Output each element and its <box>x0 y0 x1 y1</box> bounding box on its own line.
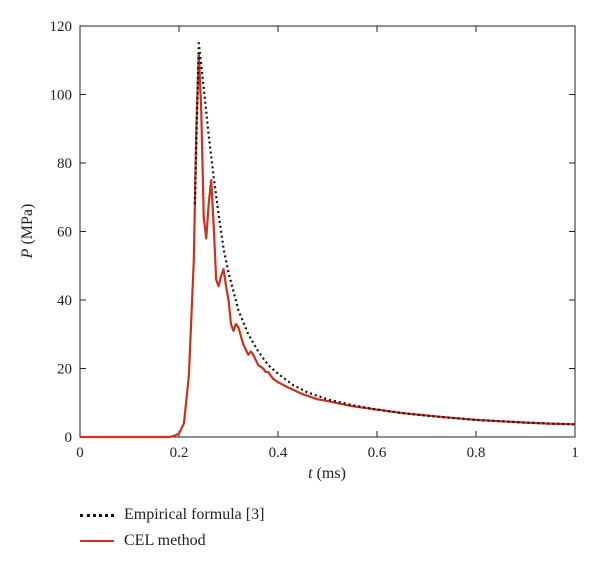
x-tick-label: 0 <box>76 445 84 461</box>
y-tick-label: 0 <box>65 430 73 446</box>
dotted-line-swatch-icon <box>80 513 114 517</box>
x-axis-label: t (ms) <box>308 465 346 482</box>
legend-item-cel: CEL method <box>80 528 264 554</box>
y-tick-label: 20 <box>57 362 72 378</box>
y-axis-label: P (MPa) <box>19 204 36 260</box>
x-tick-label: 0.8 <box>467 445 486 461</box>
x-tick-label: 0.2 <box>170 445 189 461</box>
plot-frame <box>79 25 576 438</box>
pressure-time-chart: 0 0.2 0.4 0.6 0.8 1 0 20 40 60 80 100 120 t (ms) P … <box>19 19 579 482</box>
legend-label-empirical: Empirical formula [3] <box>124 506 265 523</box>
legend-item-empirical: Empirical formula [3] <box>80 502 264 528</box>
y-axis-symbol: P <box>19 248 36 259</box>
y-tick-label: 120 <box>50 19 73 35</box>
series-empirical-formula-line <box>193 42 576 426</box>
y-axis-ticks: 0 20 40 60 80 100 120 <box>50 19 575 446</box>
x-tick-label: 0.6 <box>368 445 387 461</box>
x-axis-ticks: 0 0.2 0.4 0.6 0.8 1 <box>76 26 579 461</box>
legend: Empirical formula [3] CEL method <box>80 502 264 554</box>
y-tick-label: 100 <box>50 88 73 104</box>
x-axis-unit: (ms) <box>313 465 346 482</box>
series-cel-method-line <box>80 52 576 439</box>
x-tick-label: 0.4 <box>269 445 288 461</box>
legend-label-cel: CEL method <box>124 532 206 549</box>
y-tick-label: 40 <box>57 293 72 309</box>
y-tick-label: 60 <box>57 225 72 241</box>
x-tick-label: 1 <box>571 445 579 461</box>
x-axis-symbol: t <box>308 465 313 482</box>
y-axis-unit: (MPa) <box>19 204 36 249</box>
solid-line-swatch-icon <box>80 540 114 542</box>
series-layer <box>80 42 576 439</box>
y-tick-label: 80 <box>57 156 72 172</box>
